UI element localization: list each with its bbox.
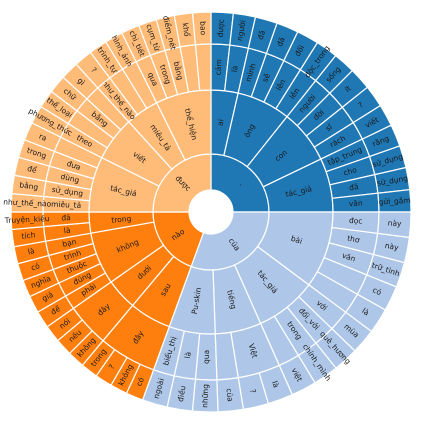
sunburst-segment-c-a-59[interactable] xyxy=(216,377,245,413)
sunburst-segment-g-i-g-m-32[interactable] xyxy=(377,188,412,213)
sunburst-segment-nh-ng-62[interactable] xyxy=(191,378,219,413)
sunburst-segment-bao-133[interactable] xyxy=(191,11,212,46)
sunburst-segment-truy-n-ki-u-94[interactable] xyxy=(10,211,45,231)
